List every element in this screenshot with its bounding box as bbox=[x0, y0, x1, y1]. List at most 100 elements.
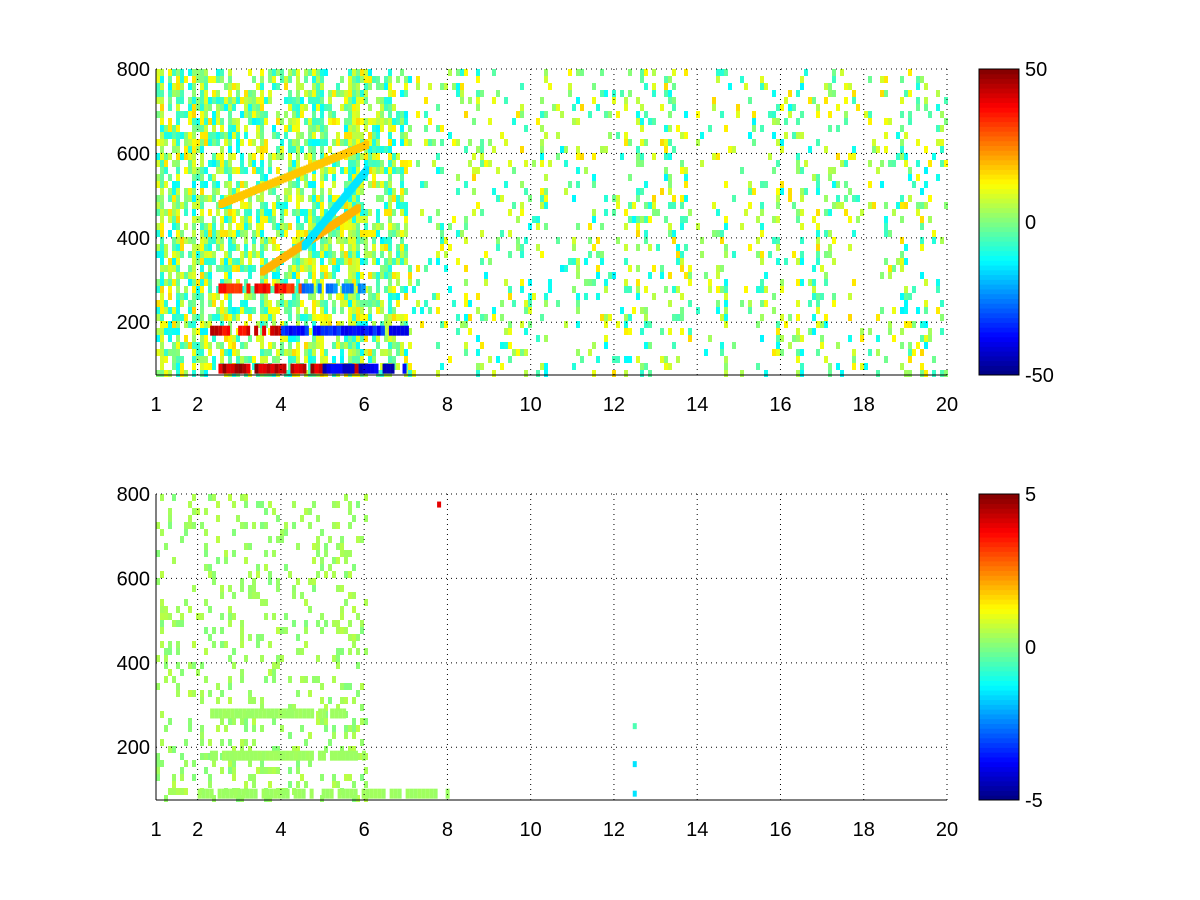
heatmap-cell bbox=[776, 195, 780, 202]
heatmap-cell bbox=[176, 237, 180, 244]
heatmap-cell bbox=[272, 314, 276, 321]
heatmap-cell bbox=[256, 118, 260, 125]
heatmap-cell bbox=[184, 223, 188, 230]
heatmap-cell bbox=[248, 265, 252, 272]
heatmap-cell bbox=[156, 251, 160, 258]
heatmap-cell bbox=[320, 342, 324, 349]
heatmap-cell bbox=[324, 132, 328, 139]
heatmap-cell bbox=[272, 550, 276, 557]
heatmap-cell bbox=[328, 564, 332, 571]
heatmap-cell bbox=[312, 223, 316, 230]
heatmap-cell bbox=[904, 300, 908, 307]
heatmap-cell bbox=[160, 209, 164, 216]
heatmap-cell bbox=[380, 104, 384, 111]
heatmap-cell bbox=[240, 167, 244, 174]
heatmap-cell bbox=[904, 132, 908, 139]
heatmap-cell bbox=[652, 83, 656, 90]
heatmap-cell bbox=[352, 732, 356, 739]
heatmap-cell bbox=[520, 202, 524, 209]
heatmap-cell bbox=[676, 356, 680, 363]
heatmap-cell bbox=[232, 244, 236, 251]
heatmap-cell bbox=[260, 90, 264, 97]
heatmap-cell bbox=[480, 160, 484, 167]
heatmap-band-cell bbox=[348, 325, 353, 336]
heatmap-band-cell bbox=[262, 363, 267, 374]
heatmap-cell bbox=[812, 286, 816, 293]
heatmap-cell bbox=[236, 97, 240, 104]
heatmap-cell bbox=[364, 335, 368, 342]
heatmap-cell bbox=[216, 265, 220, 272]
heatmap-cell bbox=[520, 349, 524, 356]
heatmap-cell bbox=[848, 314, 852, 321]
heatmap-band-cell bbox=[310, 363, 315, 374]
heatmap-cell bbox=[908, 90, 912, 97]
heatmap-cell bbox=[408, 328, 412, 335]
heatmap-cell bbox=[760, 230, 764, 237]
heatmap-cell bbox=[900, 111, 904, 118]
heatmap-cell bbox=[168, 746, 172, 753]
heatmap-cell bbox=[344, 223, 348, 230]
heatmap-cell bbox=[332, 300, 336, 307]
heatmap-cell bbox=[924, 181, 928, 188]
heatmap-cell bbox=[204, 564, 208, 571]
heatmap-cell bbox=[320, 104, 324, 111]
heatmap-cell bbox=[340, 585, 344, 592]
heatmap-cell bbox=[172, 774, 176, 781]
heatmap-cell bbox=[548, 83, 552, 90]
heatmap-cell bbox=[332, 732, 336, 739]
heatmap-cell bbox=[244, 522, 248, 529]
heatmap-band-cell bbox=[318, 363, 323, 374]
heatmap-cell bbox=[180, 620, 184, 627]
heatmap-cell bbox=[344, 550, 348, 557]
heatmap-cell bbox=[816, 251, 820, 258]
heatmap-cell bbox=[824, 251, 828, 258]
heatmap-cell bbox=[348, 265, 352, 272]
heatmap-cell bbox=[204, 363, 208, 370]
heatmap-cell bbox=[404, 223, 408, 230]
heatmap-cell bbox=[720, 69, 724, 76]
colorbar-segment bbox=[979, 126, 1019, 132]
colorbar-segment bbox=[979, 255, 1019, 261]
heatmap-cell bbox=[204, 543, 208, 550]
heatmap-cell bbox=[228, 244, 232, 251]
heatmap-band-cell bbox=[334, 708, 339, 719]
heatmap-band-cell bbox=[306, 708, 311, 719]
y-tick-label: 800 bbox=[117, 484, 150, 506]
heatmap-cell bbox=[300, 223, 304, 230]
heatmap-cell bbox=[328, 258, 332, 265]
heatmap-cell bbox=[304, 209, 308, 216]
heatmap-cell bbox=[836, 153, 840, 160]
heatmap-cell bbox=[288, 153, 292, 160]
heatmap-band-cell bbox=[318, 708, 323, 719]
heatmap-cell bbox=[648, 244, 652, 251]
heatmap-cell bbox=[936, 279, 940, 286]
heatmap-cell bbox=[188, 321, 192, 328]
heatmap-cell bbox=[248, 104, 252, 111]
heatmap-cell bbox=[688, 328, 692, 335]
heatmap-cell bbox=[376, 223, 380, 230]
heatmap-cell bbox=[256, 767, 260, 774]
heatmap-cell bbox=[252, 118, 256, 125]
heatmap-cell bbox=[232, 746, 236, 753]
heatmap-cell bbox=[240, 627, 244, 634]
colorbar-segment bbox=[979, 637, 1019, 643]
heatmap-cell bbox=[204, 676, 208, 683]
heatmap-cell bbox=[832, 202, 836, 209]
heatmap-cell bbox=[444, 251, 448, 258]
heatmap-cell bbox=[216, 286, 220, 293]
heatmap-cell bbox=[200, 160, 204, 167]
heatmap-cell bbox=[288, 118, 292, 125]
heatmap-cell bbox=[180, 111, 184, 118]
heatmap-cell bbox=[936, 125, 940, 132]
heatmap-cell bbox=[364, 258, 368, 265]
colorbar-segment bbox=[979, 188, 1019, 194]
heatmap-cell bbox=[636, 223, 640, 230]
heatmap-band-cell bbox=[282, 708, 287, 719]
heatmap-cell bbox=[604, 321, 608, 328]
heatmap-cell bbox=[208, 494, 212, 501]
heatmap-cell bbox=[244, 655, 248, 662]
heatmap-cell bbox=[184, 760, 188, 767]
heatmap-cell bbox=[360, 739, 364, 746]
heatmap-band-cell bbox=[336, 325, 341, 336]
heatmap-cell bbox=[724, 251, 728, 258]
